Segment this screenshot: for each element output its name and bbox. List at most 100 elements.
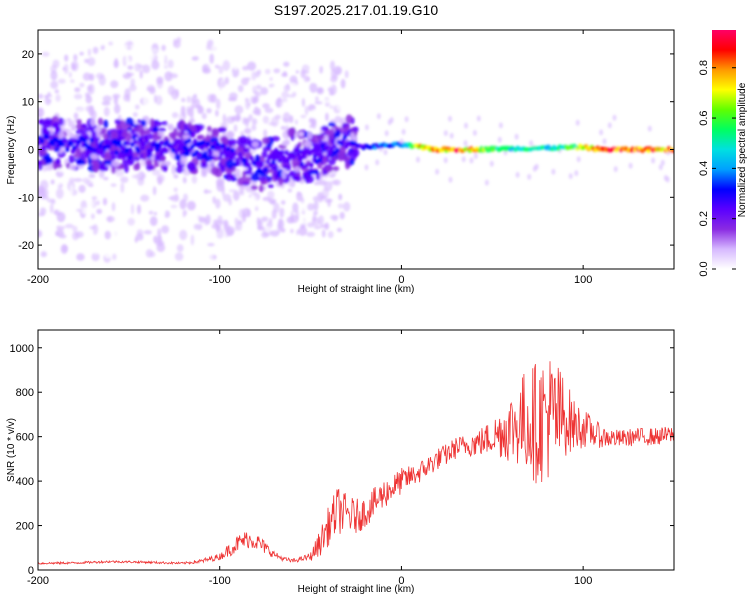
spectrogram-ridge-segment (60, 141, 65, 148)
spectrogram-band-blob (311, 134, 321, 144)
colorbar-tick-label: 0.6 (698, 110, 710, 125)
spectrogram-ridge-segment (109, 150, 115, 156)
spectrogram-band-blob (328, 158, 336, 166)
spectrogram-noise-blob (295, 210, 300, 220)
spectrogram-noise-blob (286, 216, 295, 224)
spectrogram-noise-blob (120, 176, 129, 183)
spectrogram-noise-blob (61, 245, 68, 252)
spectrogram-noise-blob (55, 232, 60, 236)
spectrogram-x-tick-label: 0 (398, 274, 404, 286)
spectrogram-noise-blob (193, 223, 201, 230)
spectrogram-noise-blob (324, 222, 330, 230)
spectrogram-noise-blob (70, 79, 75, 83)
spectrogram-band-blob (210, 166, 220, 176)
spectrogram-band-blob (310, 169, 320, 175)
spectrogram-noise-blob (303, 75, 309, 83)
spectrogram-band-blob (43, 128, 48, 133)
spectrogram-noise-blob (186, 108, 194, 117)
spectrogram-ridge-segment (232, 151, 237, 157)
spectrogram-ridge-segment (275, 154, 281, 160)
spectrogram-ridge-segment (307, 151, 312, 157)
spectrogram-noise-blob (260, 87, 269, 95)
spectrogram-noise-blob (140, 194, 150, 202)
spectrogram-band-blob (146, 133, 155, 140)
spectrogram-noise-blob (140, 173, 146, 179)
spectrogram-noise-blob (194, 98, 201, 109)
spectrogram-noise-blob (96, 200, 100, 206)
spectrogram-noise-blob (140, 252, 144, 263)
spectrogram-noise-blob (102, 197, 108, 206)
spectrogram-noise-blob (255, 91, 262, 97)
spectrogram-noise-blob (179, 229, 188, 241)
spectrogram-noise-blob (190, 234, 195, 246)
spectrogram-band-blob (342, 156, 351, 162)
spectrogram-band-blob (162, 165, 168, 172)
spectrogram-noise-blob (250, 189, 257, 196)
spectrogram-noise-blob (248, 114, 253, 121)
spectrogram-noise-blob (473, 153, 478, 160)
spectrogram-noise-blob (249, 195, 255, 204)
spectrogram-noise-blob (251, 202, 260, 209)
spectrogram-noise-blob (399, 138, 404, 145)
spectrogram-ridge-segment (41, 145, 46, 151)
spectrogram-noise-blob (131, 254, 139, 262)
spectrogram-noise-blob (310, 109, 318, 119)
spectrogram-noise-blob (489, 160, 494, 167)
spectrogram-ridge-segment (280, 149, 285, 155)
spectrogram-noise-blob (203, 256, 209, 264)
spectrogram-noise-blob (336, 227, 342, 233)
spectrogram-noise-blob (83, 41, 92, 48)
spectrogram-noise-blob (102, 95, 112, 102)
spectrogram-y-tick-label: 20 (22, 49, 34, 61)
spectrogram-noise-blob (219, 80, 226, 88)
spectrogram-band-blob (320, 125, 329, 132)
spectrogram-noise-blob (153, 212, 158, 216)
spectrogram-noise-blob (64, 223, 74, 229)
spectrogram-noise-blob (58, 222, 66, 227)
spectrogram-noise-blob (529, 140, 534, 147)
colorbar-strip (712, 30, 736, 269)
spectrogram-noise-blob (206, 108, 212, 114)
spectrogram-noise-blob (551, 168, 556, 175)
spectrogram-noise-blob (198, 106, 205, 114)
spectrogram-noise-blob (205, 214, 211, 225)
spectrogram-noise-blob (323, 99, 331, 104)
spectrogram-ridge-segment (172, 141, 177, 147)
spectrogram-ridge-segment (237, 151, 243, 158)
spectrogram-noise-blob (207, 249, 215, 255)
snr-x-tick-label: -200 (27, 575, 49, 587)
spectrogram-noise-blob (40, 179, 49, 191)
spectrogram-noise-blob (212, 196, 217, 204)
spectrogram-ridge-segment (319, 154, 324, 160)
spectrogram-noise-blob (325, 112, 329, 122)
spectrogram-noise-blob (187, 200, 196, 211)
snr-y-tick-label: 1000 (10, 343, 34, 355)
spectrogram-noise-blob (92, 46, 99, 54)
spectrogram-noise-blob (186, 95, 191, 104)
spectrogram-band-blob (206, 125, 212, 132)
spectrogram-band-blob (297, 141, 303, 149)
spectrogram-ridge-segment (131, 134, 137, 140)
spectrogram-band-blob (236, 138, 244, 146)
spectrogram-noise-blob (161, 225, 170, 234)
spectrogram-noise-blob (50, 179, 55, 185)
spectrogram-noise-blob (239, 190, 245, 196)
spectrogram-ridge-segment (54, 137, 60, 143)
spectrogram-noise-blob (124, 44, 128, 49)
spectrogram-noise-blob (443, 130, 448, 137)
spectrogram-noise-blob (104, 251, 112, 259)
spectrogram-noise-blob (164, 210, 171, 218)
spectrogram-band-blob (158, 131, 165, 137)
spectrogram-noise-blob (209, 252, 214, 263)
spectrogram-noise-blob (240, 185, 246, 190)
spectrogram-noise-blob (134, 237, 138, 243)
spectrogram-noise-blob (218, 65, 224, 75)
spectrogram-noise-blob (144, 233, 148, 242)
spectrogram-ridge-segment (303, 149, 308, 155)
spectrogram-noise-blob (307, 222, 315, 228)
spectrogram-noise-blob (191, 213, 199, 222)
spectrogram-noise-blob (256, 108, 261, 116)
spectrogram-noise-blob (228, 97, 237, 102)
spectrogram-noise-blob (148, 210, 154, 215)
